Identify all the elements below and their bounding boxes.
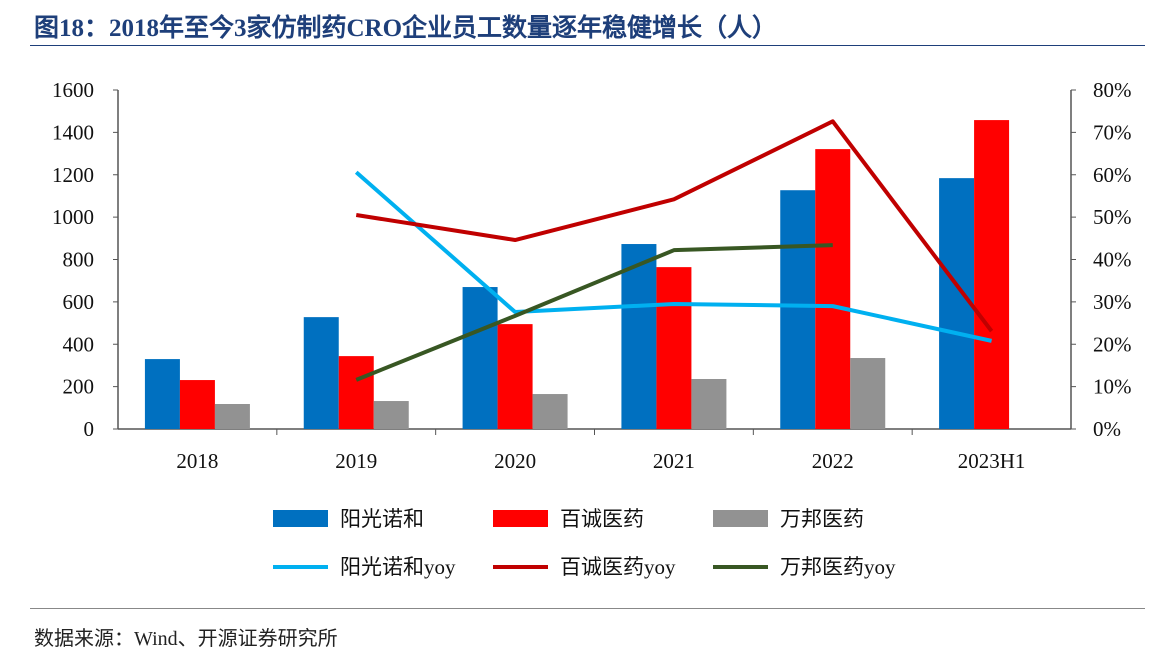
bar-阳光诺和-2022 [780, 190, 816, 429]
source-note: 数据来源：Wind、开源证券研究所 [34, 628, 338, 650]
bar-阳光诺和-2019 [303, 317, 339, 429]
x-tick-label: 2021 [653, 449, 695, 473]
x-tick-label: 2023H1 [958, 449, 1026, 473]
right-tick-label: 50% [1093, 205, 1132, 229]
right-tick-label: 40% [1093, 248, 1132, 272]
right-tick-label: 0% [1093, 417, 1121, 441]
legend-label: 万邦医药 [780, 507, 864, 531]
bar-万邦医药-2021 [691, 378, 727, 429]
source-divider [30, 608, 1145, 609]
bar-阳光诺和-2021 [621, 244, 657, 429]
title-divider [30, 45, 1145, 46]
x-tick-label: 2019 [335, 449, 377, 473]
right-tick-label: 80% [1093, 78, 1132, 102]
legend-label: 百诚医药 [560, 507, 644, 531]
left-tick-label: 1000 [52, 205, 94, 229]
line-万邦医药yoy [355, 243, 833, 382]
legend-label: 阳光诺和yoy [340, 555, 456, 579]
right-tick-label: 20% [1093, 332, 1132, 356]
left-tick-label: 1200 [52, 163, 94, 187]
bar-万邦医药-2020 [532, 394, 568, 429]
legend-label: 百诚医药yoy [560, 555, 676, 579]
legend-label: 阳光诺和 [340, 507, 424, 531]
right-tick-label: 60% [1093, 163, 1132, 187]
right-tick-label: 10% [1093, 375, 1132, 399]
legend-swatch [493, 510, 548, 527]
bar-百诚医药-2021 [656, 267, 692, 429]
chart: 0 200 400 600 800 1000 1200 1400 1600 0% 10% 20% 30%… [52, 78, 1132, 579]
bar-阳光诺和-2018 [144, 359, 180, 429]
left-tick-label: 400 [63, 332, 95, 356]
bar-百诚医药-2018 [179, 380, 215, 429]
left-tick-label: 1400 [52, 120, 94, 144]
left-tick-label: 800 [63, 248, 95, 272]
bar-万邦医药-2022 [850, 358, 886, 429]
bar-百诚医药-2022 [815, 149, 851, 429]
bar-阳光诺和-2020 [462, 287, 498, 429]
right-tick-label: 30% [1093, 290, 1132, 314]
left-tick-label: 200 [63, 375, 95, 399]
bar-万邦医药-2018 [214, 403, 250, 429]
legend-label: 万邦医药yoy [780, 555, 896, 579]
bar-百诚医药-2020 [497, 324, 533, 429]
legend-swatch [713, 510, 768, 527]
x-tick-label: 2018 [176, 449, 218, 473]
bar-万邦医药-2019 [373, 401, 409, 429]
bar-百诚医药-2019 [338, 356, 374, 429]
left-tick-label: 1600 [52, 78, 94, 102]
right-tick-label: 70% [1093, 120, 1132, 144]
left-tick-label: 600 [63, 290, 95, 314]
x-tick-label: 2020 [494, 449, 536, 473]
bar-百诚医药-2023H1 [974, 120, 1010, 430]
left-tick-label: 0 [84, 417, 95, 441]
chart-title: 图18：2018年至今3家仿制药CRO企业员工数量逐年稳健增长（人） [34, 15, 778, 42]
x-tick-label: 2022 [812, 449, 854, 473]
legend-swatch [273, 510, 328, 527]
